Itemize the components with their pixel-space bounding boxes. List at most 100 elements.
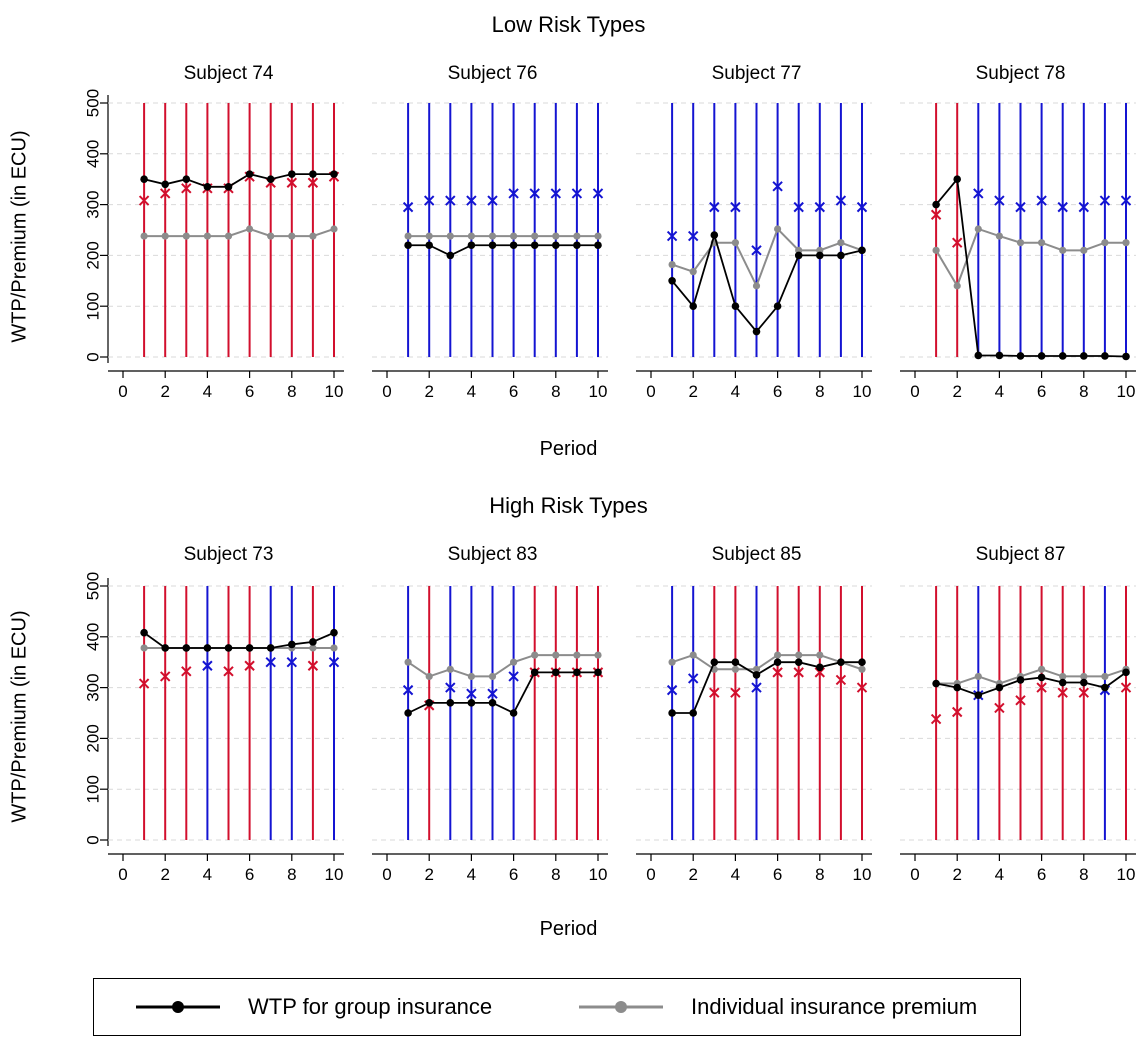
premium-point xyxy=(488,232,497,240)
x-marker-blue xyxy=(466,195,477,206)
premium-point xyxy=(404,232,412,240)
premium-point xyxy=(668,658,676,666)
premium-point xyxy=(974,225,982,233)
premium-point xyxy=(140,232,148,240)
wtp-point xyxy=(752,327,761,336)
wtp-point xyxy=(330,628,338,637)
premium-point xyxy=(1122,239,1130,247)
wtp-point xyxy=(1122,352,1130,361)
wtp-point xyxy=(182,175,191,183)
wtp-point xyxy=(953,683,961,692)
wtp-point xyxy=(668,277,676,285)
wtp-point xyxy=(161,644,169,652)
x-marker-blue xyxy=(793,201,804,213)
wtp-point xyxy=(140,628,148,637)
wtp-point xyxy=(288,170,296,178)
premium-point xyxy=(1101,239,1109,247)
wtp-point xyxy=(266,175,275,183)
x-marker-blue xyxy=(1099,195,1111,206)
x-marker-red xyxy=(930,713,942,725)
wtp-point xyxy=(509,709,518,717)
y-tick-label: 200 xyxy=(84,241,103,269)
wtp-point xyxy=(245,170,254,178)
x-marker-red xyxy=(730,687,741,698)
premium-point xyxy=(689,651,697,659)
premium-point xyxy=(425,232,433,240)
premium-point xyxy=(309,644,317,652)
premium-point xyxy=(531,651,539,659)
y-tick-label: 500 xyxy=(84,89,103,117)
x-tick-label: 6 xyxy=(509,382,518,401)
x-marker-red xyxy=(138,195,150,206)
wtp-point xyxy=(224,644,233,652)
x-tick-label: 8 xyxy=(1079,865,1088,884)
premium-point xyxy=(752,665,761,673)
wtp-point xyxy=(1101,352,1109,360)
wtp-point xyxy=(710,231,719,239)
wtp-point xyxy=(858,246,866,255)
wtp-point xyxy=(1037,673,1046,682)
wtp-series-line xyxy=(143,631,335,649)
x-tick-label: 6 xyxy=(773,382,782,401)
wtp-point xyxy=(404,709,412,717)
wtp-point xyxy=(858,658,866,666)
premium-point xyxy=(689,268,697,276)
x-tick-label: 4 xyxy=(731,865,740,884)
x-tick-label: 10 xyxy=(853,382,872,401)
premium-point xyxy=(267,232,275,240)
x-tick-label: 6 xyxy=(509,865,518,884)
x-marker-blue xyxy=(466,688,477,699)
wtp-point xyxy=(1037,352,1046,360)
panel-title: Subject 73 xyxy=(184,544,274,565)
x-tick-label: 4 xyxy=(467,865,476,884)
group-title-high-risk: High Risk Types xyxy=(489,493,648,518)
premium-point xyxy=(1080,672,1088,681)
x-marker-blue xyxy=(814,201,826,213)
wtp-point xyxy=(182,644,191,652)
group-title-low-risk: Low Risk Types xyxy=(491,12,646,37)
x-marker-red xyxy=(835,674,847,686)
premium-point xyxy=(203,232,211,240)
x-marker-red xyxy=(951,237,963,248)
premium-point xyxy=(140,644,148,652)
panel-title: Subject 74 xyxy=(184,63,274,84)
panel-title: Subject 87 xyxy=(976,544,1066,565)
x-marker-red xyxy=(709,687,720,698)
premium-point xyxy=(837,239,845,247)
x-marker-red xyxy=(793,667,804,678)
premium-series-line xyxy=(935,227,1126,289)
x-marker-blue xyxy=(265,656,276,668)
x-tick-label: 8 xyxy=(1079,382,1088,401)
x-tick-label: 10 xyxy=(853,865,872,884)
wtp-point xyxy=(794,251,803,260)
panel-title: Subject 78 xyxy=(976,63,1066,84)
y-tick-label: 500 xyxy=(84,572,103,600)
x-tick-label: 0 xyxy=(910,865,919,884)
x-marker-blue xyxy=(487,688,498,699)
wtp-point xyxy=(1058,678,1067,687)
premium-point xyxy=(795,651,803,659)
panel-subject-76: Subject 76 0 2 4 6 8 10 xyxy=(372,63,608,401)
wtp-point xyxy=(953,175,961,183)
x-marker-red xyxy=(1078,687,1090,698)
wtp-point xyxy=(837,251,845,260)
x-marker-blue xyxy=(402,684,414,696)
x-marker-blue xyxy=(687,673,699,684)
x-marker-blue xyxy=(709,201,720,213)
premium-point xyxy=(246,225,254,233)
premium-point xyxy=(309,232,317,240)
wtp-series-line xyxy=(407,671,598,715)
y-tick-label: 300 xyxy=(84,673,103,701)
x-marker-blue xyxy=(508,188,519,199)
panel-subject-87: Subject 87 0 2 4 6 8 10 xyxy=(900,544,1136,884)
x-tick-label: 4 xyxy=(467,382,476,401)
wtp-point xyxy=(689,709,697,717)
wtp-point xyxy=(1058,352,1067,360)
premium-series-line xyxy=(936,668,1127,685)
x-axis-label-low-risk: Period xyxy=(539,438,598,460)
premium-point xyxy=(288,232,296,240)
x-marker-red xyxy=(181,183,192,194)
x-marker-blue xyxy=(751,682,762,693)
x-tick-label: 2 xyxy=(160,382,169,401)
